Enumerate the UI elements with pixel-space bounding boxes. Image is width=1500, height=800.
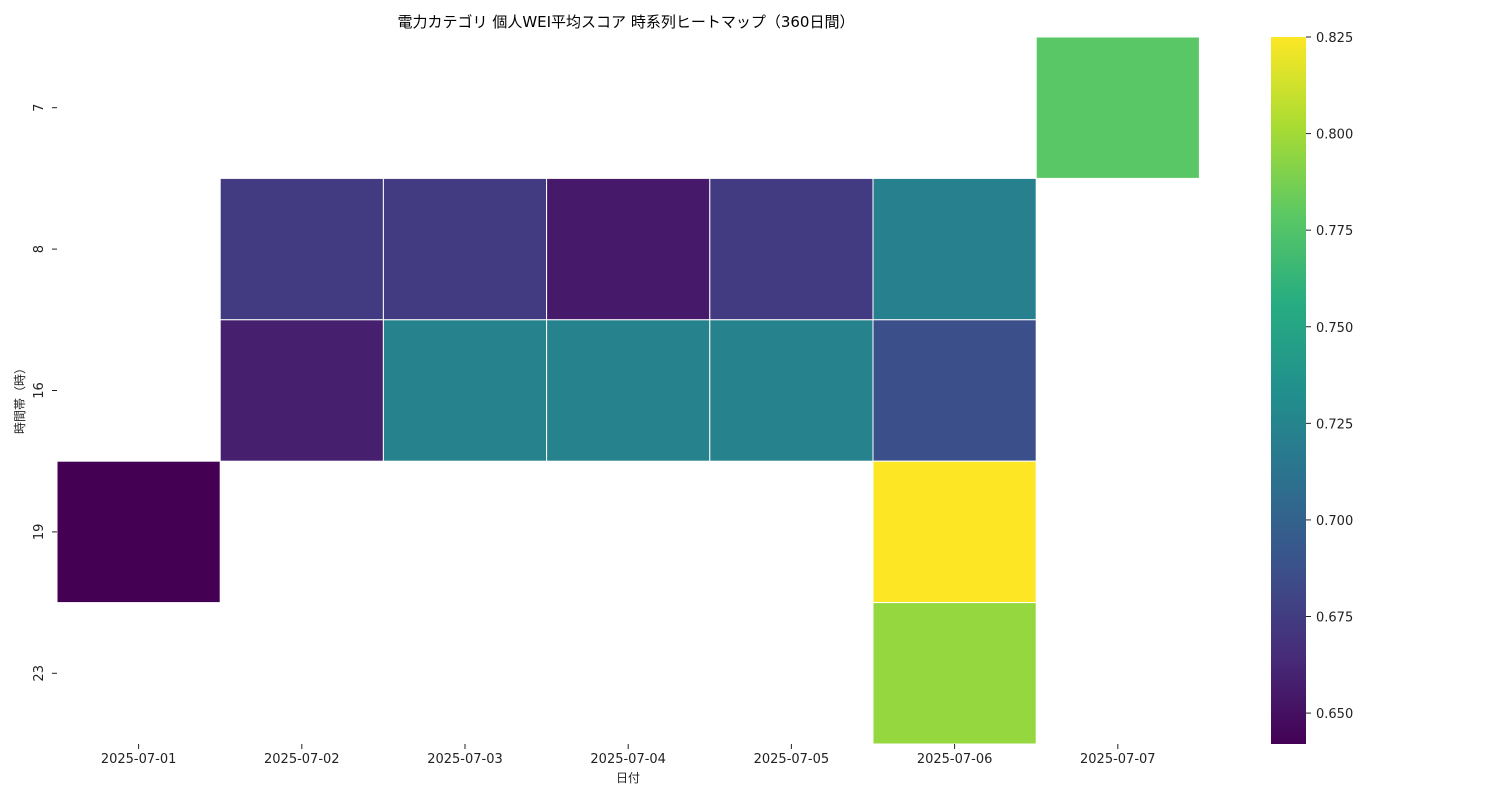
x-tick-label: 2025-07-02 [264,752,340,767]
x-tick-label: 2025-07-04 [590,752,666,767]
colorbar [1271,37,1306,744]
colorbar-tick-label: 0.725 [1316,417,1353,432]
heatmap-cell [872,177,1037,321]
heatmap-cell [1035,36,1200,179]
heatmap-cell [709,177,874,321]
heatmap-cell [219,177,384,321]
y-axis-label: 時間帯（時） [13,362,27,434]
heatmap-cell [546,319,711,462]
colorbar-tick-label: 0.700 [1316,514,1353,529]
x-tick-label: 2025-07-03 [427,752,503,767]
colorbar-ticks: 0.650 0.675 0.700 0.725 0.750 0.775 0.800 0.825 [1306,31,1353,722]
heatmap-cell [56,460,221,604]
heatmap-cells [56,36,1200,745]
y-tick-label: 19 [32,524,47,541]
heatmap-cell [219,319,384,462]
heatmap-cell [546,177,711,321]
x-axis-ticks: 2025-07-01 2025-07-02 2025-07-03 2025-07-04… [101,744,1156,767]
colorbar-tick-label: 0.750 [1316,321,1353,336]
heatmap-cell [709,319,874,462]
y-tick-label: 8 [32,245,47,253]
x-axis-label: 日付 [616,771,640,785]
colorbar-tick-label: 0.650 [1316,707,1353,722]
y-tick-label: 16 [32,382,47,399]
colorbar-tick-label: 0.825 [1316,31,1353,46]
x-tick-label: 2025-07-05 [754,752,830,767]
chart-title: 電力カテゴリ 個人WEI平均スコア 時系列ヒートマップ（360日間） [398,13,855,31]
y-axis-ticks: 7 8 16 19 23 [32,104,57,682]
heatmap-cell [872,460,1037,604]
colorbar-tick-label: 0.675 [1316,611,1353,626]
x-tick-label: 2025-07-06 [917,752,993,767]
y-tick-label: 7 [32,104,47,112]
heatmap-cell [382,319,548,462]
colorbar-tick-label: 0.800 [1316,128,1353,143]
heatmap-cell [872,319,1037,462]
y-tick-label: 23 [32,665,47,682]
heatmap-cell [872,602,1037,745]
heatmap-cell [382,177,548,321]
colorbar-tick-label: 0.775 [1316,224,1353,239]
x-tick-label: 2025-07-07 [1080,752,1156,767]
x-tick-label: 2025-07-01 [101,752,177,767]
